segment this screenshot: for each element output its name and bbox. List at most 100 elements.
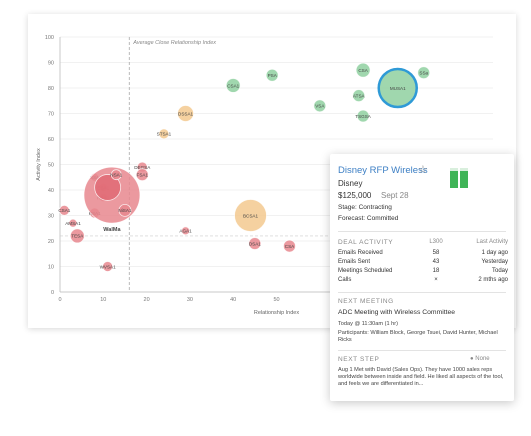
bubble — [265, 68, 279, 82]
row-count: 18 — [432, 268, 440, 274]
bubble — [356, 109, 370, 123]
bubble — [102, 261, 114, 272]
bubble — [417, 66, 431, 80]
y-tick-label: 70 — [48, 112, 54, 118]
deal-activity-heading: DEAL ACTIVITY — [338, 239, 394, 246]
bubble-label: SSa — [419, 71, 428, 76]
x-axis-label: Relationship Index — [254, 310, 300, 316]
bubble — [68, 218, 78, 228]
bubble-label: CSA1 — [58, 208, 70, 213]
x-tick-label: 20 — [144, 297, 150, 303]
bubble-label: MUSA1 — [390, 86, 406, 91]
y-axis-label: Activity Index — [36, 148, 42, 181]
bubble — [225, 78, 241, 93]
bubble — [283, 239, 296, 253]
y-tick-label: 10 — [48, 265, 54, 271]
y-tick-label: 20 — [48, 239, 54, 245]
row-name: Calls — [338, 277, 352, 283]
row-count: × — [434, 277, 438, 283]
reference-line-label: Average Close Relationship Index — [132, 40, 216, 46]
bubble — [248, 237, 262, 250]
x-tick-label: 30 — [187, 297, 193, 303]
divider — [338, 231, 506, 232]
y-tick-label: 30 — [48, 214, 54, 220]
bubble-label: PSA — [268, 73, 278, 78]
row-last: 2 mths ago — [478, 277, 508, 283]
bubble-label: BCSA1 — [243, 213, 259, 218]
bubble — [158, 128, 170, 140]
account-name: Disney — [338, 179, 363, 188]
status-icon: ● — [470, 356, 474, 362]
bubble — [355, 62, 371, 78]
bubble-label: TESA — [71, 234, 84, 239]
bubble — [69, 228, 85, 244]
bubble-label: DSA1 — [249, 241, 261, 246]
opportunity-panel: Disney RFP Wireless ☆ Disney $125,000 Se… — [330, 154, 514, 401]
next-meeting-heading: NEXT MEETING — [338, 298, 394, 305]
next-step-status: ● None — [470, 356, 490, 362]
bubble — [377, 67, 418, 109]
meeting-title[interactable]: ADC Meeting with Wireless Committee — [338, 309, 456, 316]
bubble-label: VSA — [315, 104, 325, 109]
status-label: None — [475, 356, 490, 362]
bubble-label: DSSA1 — [178, 111, 194, 116]
divider — [338, 350, 506, 351]
forecast: Forecast: Committed — [338, 215, 399, 222]
bubble — [94, 174, 122, 201]
bubble-label: STSA1 — [157, 132, 172, 137]
row-count: 58 — [432, 250, 440, 256]
col-count-header: L300 — [429, 239, 443, 245]
x-tick-label: 40 — [230, 297, 236, 303]
bubble — [352, 89, 366, 103]
bubble-label: CSA — [285, 244, 295, 249]
bubble — [118, 203, 132, 217]
star-icon[interactable]: ☆ — [418, 164, 428, 176]
bubble-label: NiSA1 — [118, 208, 131, 213]
x-tick-label: 50 — [273, 297, 279, 303]
bubble-label: ATSA — [353, 93, 366, 98]
bubble — [135, 168, 149, 182]
table-row: Emails Sent 43 Yesterday — [338, 259, 508, 268]
divider — [338, 292, 506, 293]
col-last-header: Last Activity — [476, 239, 508, 245]
y-tick-label: 0 — [51, 290, 54, 296]
bubble-label: AMSA1 — [65, 221, 81, 226]
close-date: Sept 28 — [381, 191, 409, 200]
row-last: Yesterday — [481, 259, 508, 265]
chart-annotation: WalMa — [103, 227, 121, 233]
bubble — [181, 226, 190, 236]
bubble — [313, 99, 327, 113]
y-tick-label: 90 — [48, 61, 54, 67]
y-tick-label: 40 — [48, 188, 54, 194]
bubble-label: AGA1 — [179, 229, 192, 234]
row-last: 1 day ago — [481, 250, 508, 256]
bubble — [110, 169, 122, 181]
bubble-label: FSA1 — [137, 173, 149, 178]
y-tick-label: 60 — [48, 137, 54, 143]
bubble — [177, 105, 194, 122]
x-tick-label: 10 — [100, 297, 106, 303]
y-tick-label: 50 — [48, 163, 54, 169]
row-last: Today — [491, 268, 508, 274]
deal-activity-header: L300 Last Activity — [338, 239, 508, 248]
bubble — [234, 199, 267, 232]
next-step-text: Aug 1 Met with David (Sales Ops). They h… — [338, 367, 504, 387]
opportunity-title[interactable]: Disney RFP Wireless — [338, 165, 428, 176]
amount: $125,000 — [338, 191, 372, 200]
bubble-label: DEGSA — [134, 165, 151, 170]
stage: Stage: Contracting — [338, 204, 392, 211]
bubble-label: CSA1 — [227, 83, 239, 88]
table-row: Meetings Scheduled 18 Today — [338, 268, 508, 277]
bubble-label: NSA1 — [110, 173, 122, 178]
meeting-participants: Participants: William Block, George Tsue… — [338, 330, 498, 343]
x-tick-label: 0 — [58, 297, 61, 303]
table-row: Emails Received 58 1 day ago — [338, 250, 508, 259]
row-name: Emails Sent — [338, 259, 371, 265]
row-name: Emails Received — [338, 250, 383, 256]
bubble-label: WVSA1 — [100, 264, 117, 269]
y-tick-label: 100 — [45, 35, 54, 41]
y-tick-label: 80 — [48, 86, 54, 92]
table-row: Calls × 2 mths ago — [338, 277, 508, 286]
meeting-time: Today @ 11:30am (1 hr) — [338, 321, 398, 327]
bubble-label: TSGSA — [355, 114, 372, 119]
